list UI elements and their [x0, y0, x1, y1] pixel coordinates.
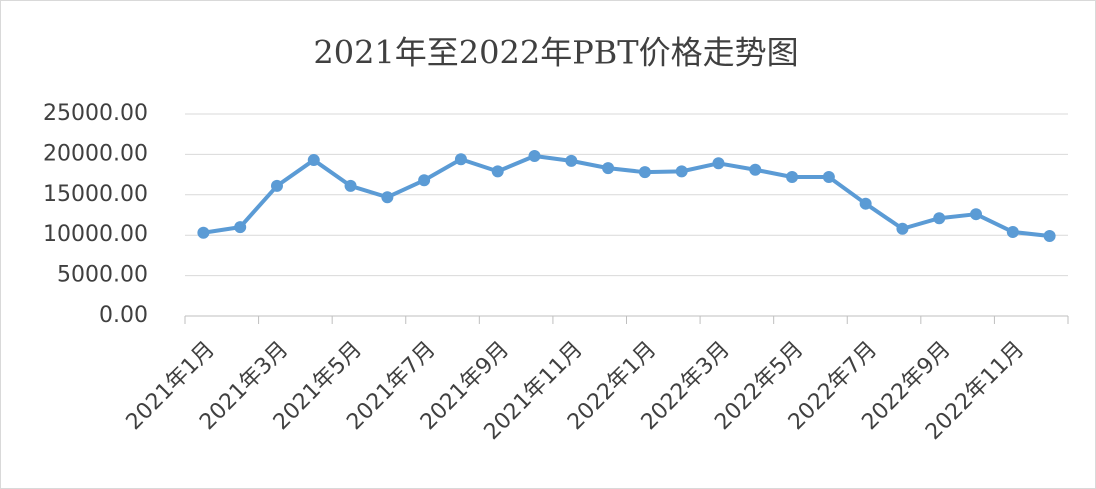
point-marker [565, 154, 578, 167]
y-tick-label: 5000.00 [57, 263, 148, 288]
point-marker [933, 212, 946, 225]
point-marker [381, 191, 394, 204]
point-marker [197, 226, 210, 239]
series-line [203, 154, 1050, 238]
point-marker [675, 165, 688, 178]
point-marker [712, 157, 725, 170]
point-marker [1043, 230, 1056, 243]
point-marker [638, 166, 651, 179]
point-marker [528, 150, 541, 163]
y-tick-label: 0.00 [99, 303, 148, 328]
point-marker [270, 179, 283, 192]
point-marker [344, 179, 357, 192]
y-tick-label: 25000.00 [43, 101, 148, 126]
y-tick-label: 20000.00 [43, 141, 148, 166]
point-marker [307, 154, 320, 167]
point-marker [749, 163, 762, 176]
point-marker [859, 197, 872, 210]
chart-title: 2021年至2022年PBT价格走势图 [313, 34, 798, 72]
point-marker [786, 171, 799, 184]
point-marker [970, 208, 983, 221]
point-marker [234, 221, 247, 234]
point-marker [418, 174, 431, 187]
y-tick-label: 15000.00 [43, 182, 148, 207]
point-marker [491, 165, 504, 178]
y-tick-label: 10000.00 [43, 222, 148, 247]
point-marker [896, 222, 909, 235]
point-marker [454, 153, 467, 166]
point-marker [1006, 225, 1019, 238]
point-marker [822, 171, 835, 184]
point-marker [602, 162, 615, 175]
